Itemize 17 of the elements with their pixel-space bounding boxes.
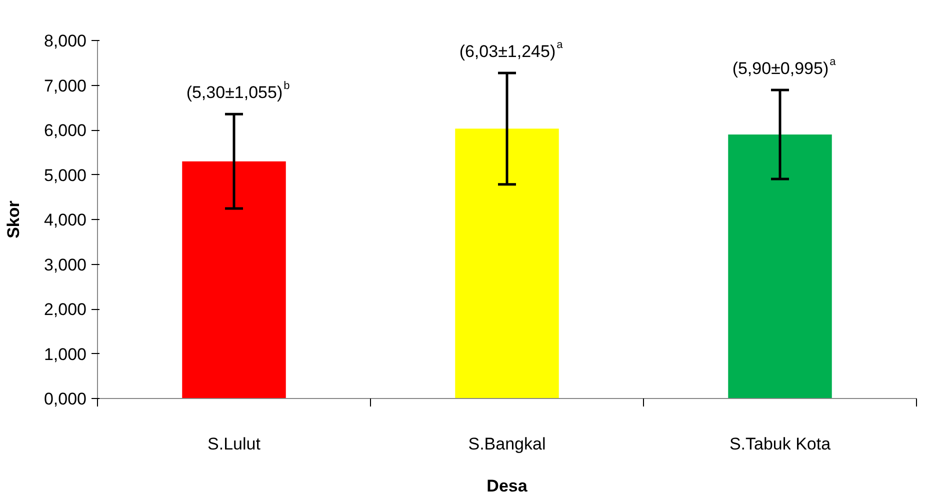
bar	[182, 161, 286, 398]
y-tick-label: 7,000	[44, 76, 87, 96]
y-tick-label: 6,000	[44, 121, 87, 140]
y-tick-label: 1,000	[44, 344, 87, 364]
y-tick-label: 5,000	[44, 166, 87, 185]
x-tick-label: S.Lulut	[208, 434, 261, 454]
x-axis-title: Desa	[486, 476, 528, 496]
y-tick-label: 2,000	[44, 300, 87, 319]
y-tick-label: 0,000	[44, 390, 87, 408]
x-tick-label: S.Bangkal	[468, 434, 546, 454]
y-tick-label: 8,000	[44, 32, 87, 50]
bar	[728, 134, 832, 398]
y-tick-label: 4,000	[44, 210, 87, 230]
x-tick-label: S.Tabuk Kota	[729, 434, 832, 454]
y-tick-label: 3,000	[44, 255, 87, 274]
y-axis-title: Skor	[4, 200, 23, 238]
bar	[455, 128, 559, 398]
